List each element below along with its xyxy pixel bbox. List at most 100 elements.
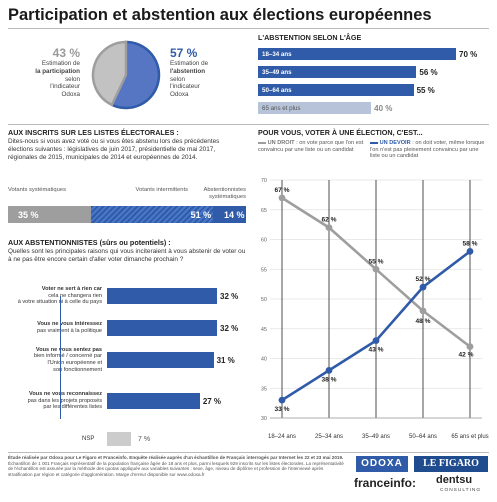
nsp-pct: 7 % [138, 436, 151, 443]
dentsu-logo: dentsu [436, 474, 473, 486]
data-label: 38 % [321, 376, 336, 383]
franceinfo-logo: franceinfo: [354, 476, 417, 490]
reason-line: bien informé / concerné par [33, 353, 102, 360]
reason-line: Vous ne vous intéressez [37, 321, 102, 328]
reason-label: Voter ne sert à rien car cela ne changera… [2, 286, 102, 306]
age-bar [258, 102, 372, 114]
abstention-block: 57 % [170, 46, 197, 60]
nsp-bar [107, 432, 132, 446]
data-point [325, 367, 333, 374]
y-tick-label: 65 [261, 208, 267, 214]
y-tick-label: 55 [261, 267, 267, 273]
data-label: 58 % [462, 240, 477, 247]
stack-seg-label: Abstentionnistes systématiques [203, 187, 246, 200]
reason-line: Vous ne vous sentez pas [35, 346, 102, 353]
pie-label-line: Estimation de [41, 60, 80, 67]
data-point [325, 224, 333, 231]
data-label: 62 % [321, 217, 336, 224]
reason-pct: 32 % [220, 324, 239, 333]
data-label: 42 % [458, 352, 473, 359]
reason-line: cela ne changera rien [48, 292, 102, 299]
reason-line: Vous ne vous reconnaissez [29, 391, 102, 398]
y-tick-label: 40 [261, 357, 267, 363]
stack-pct: 51 % [190, 210, 212, 220]
data-point [372, 337, 380, 345]
x-tick-label: 65 ans et plus [451, 434, 488, 440]
data-point [278, 194, 286, 202]
reason-bar [107, 352, 214, 368]
age-label: 65 ans et plus [262, 105, 301, 112]
stack-pct: 14 % [224, 210, 245, 220]
divider-1 [8, 124, 489, 125]
reason-pct: 27 % [202, 397, 222, 406]
data-point [278, 396, 286, 404]
participation-label: Estimation de la participation selon l'indi… [30, 60, 80, 99]
age-bar [258, 48, 456, 60]
reason-line: pas vraiment à la politique [37, 327, 102, 334]
stack-pct: 35 % [18, 210, 39, 220]
stack-segment [91, 206, 213, 223]
x-tick-label: 25–34 ans [315, 434, 343, 440]
abstention-label: Estimation de l'abstention selon l'indicate… [170, 60, 222, 99]
title-divider [8, 28, 489, 29]
chart-title: POUR VOUS, VOTER À UNE ÉLECTION, C'EST..… [258, 128, 423, 137]
y-tick-label: 50 [261, 297, 267, 303]
participation-pct: 43 % [52, 46, 80, 60]
reason-bar [107, 288, 217, 304]
age-pct: 56 % [419, 68, 438, 77]
reason-line: pas dans les projets proposés [27, 397, 102, 404]
pie-label-line: l'indicateur [170, 83, 200, 91]
age-bar [258, 66, 417, 78]
reason-line: Voter ne sert à rien car [41, 286, 102, 293]
inscrits-question: Dites-nous si vous avez voté ou si vous … [8, 138, 220, 161]
pie-label-line: selon [64, 75, 80, 83]
legend-droit-swatch [258, 141, 266, 144]
reason-bar [107, 320, 217, 336]
participation-pie [91, 40, 161, 110]
abstention-slice [110, 40, 161, 110]
reason-pct: 31 % [216, 356, 235, 365]
footer-text: Étude réalisée par Odoxa pour Le Figaro … [8, 455, 348, 477]
pie-label-line: Odoxa [170, 91, 189, 99]
data-point [466, 248, 474, 255]
data-point [419, 283, 427, 291]
legend-droit-desc: : on vote parce que l'on est convaincu p… [258, 140, 364, 153]
age-label: 18–34 ans [262, 51, 292, 58]
legend-devoir-name: UN DEVOIR [379, 140, 411, 146]
reason-line: par les différentes listes [43, 404, 102, 411]
reason-label: Vous ne vous reconnaissez pas dans les pr… [2, 391, 102, 411]
legend-devoir: UN DEVOIR : on doit voter, même lorsque … [370, 140, 488, 160]
data-label: 43 % [368, 347, 383, 354]
data-label: 55 % [368, 258, 383, 265]
pie-label-line: la participation [35, 67, 80, 75]
y-tick-label: 30 [261, 416, 267, 422]
participation-slice [91, 40, 128, 107]
page-title: Participation et abstention aux élection… [8, 6, 432, 24]
age-pct: 70 % [459, 50, 478, 59]
divider-footer [8, 452, 489, 453]
y-tick-label: 45 [261, 327, 267, 333]
reason-line: son fonctionnement [53, 366, 102, 373]
age-label: 35–49 ans [262, 69, 292, 76]
age-pct: 40 % [374, 104, 393, 113]
stack-seg-label: Votants intermittents [135, 187, 188, 193]
pie-label-line: l'indicateur [50, 83, 80, 91]
y-tick-label: 70 [261, 178, 267, 184]
pie-label-line: selon [170, 75, 186, 83]
footer-line-3: de l'échantillon est assurée par la méth… [8, 466, 324, 472]
reason-label: Vous ne vous sentez pas bien informé / co… [2, 347, 102, 373]
y-tick-label: 60 [261, 238, 267, 244]
data-point [372, 265, 380, 273]
pie-label-line: Odoxa [61, 91, 80, 99]
line-chart: 30 35 40 45 50 55 60 65 70 18–24 ans 25–34 ans 35–4… [261, 178, 489, 440]
stack-seg-label: Votants systématiques [8, 187, 66, 193]
reason-label: Vous ne vous intéressez pas vraiment à la… [2, 321, 102, 334]
x-tick-label: 50–64 ans [409, 434, 437, 440]
pie-label-line: l'abstention [170, 67, 206, 75]
pie-label-line: Estimation de [170, 60, 209, 67]
figaro-logo: LE FIGARO [414, 456, 488, 472]
footer-line-2: Échantillon de 1 001 Français représenta… [8, 460, 344, 466]
footer-line-4: stratification par région et catégorie d… [8, 471, 205, 477]
stack-segment [212, 206, 246, 223]
y-tick-label: 35 [261, 386, 267, 392]
